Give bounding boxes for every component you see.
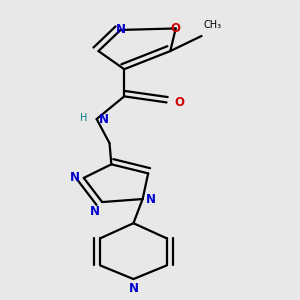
Text: O: O — [171, 22, 181, 35]
Text: N: N — [90, 205, 100, 218]
Text: N: N — [146, 193, 156, 206]
Text: O: O — [174, 96, 184, 109]
Text: N: N — [116, 23, 126, 37]
Text: N: N — [70, 171, 80, 184]
Text: H: H — [80, 112, 87, 122]
Text: N: N — [128, 282, 138, 295]
Text: N: N — [98, 112, 109, 125]
Text: CH₃: CH₃ — [203, 20, 221, 30]
